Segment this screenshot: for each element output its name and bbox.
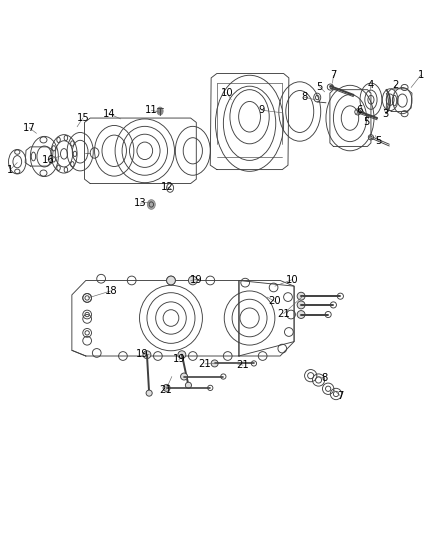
Text: 1: 1 — [417, 70, 424, 80]
Ellipse shape — [146, 390, 152, 396]
Ellipse shape — [143, 351, 151, 359]
Ellipse shape — [297, 301, 305, 309]
Text: 18: 18 — [104, 286, 117, 296]
Text: 10: 10 — [221, 88, 233, 98]
Ellipse shape — [178, 351, 186, 359]
Text: 10: 10 — [286, 274, 299, 285]
Text: 11: 11 — [145, 105, 158, 115]
Text: 5: 5 — [375, 136, 381, 146]
Text: 19: 19 — [136, 349, 149, 359]
Text: 15: 15 — [76, 113, 89, 123]
Text: 13: 13 — [134, 198, 147, 208]
Ellipse shape — [297, 292, 305, 300]
Text: 20: 20 — [268, 296, 281, 306]
Text: 14: 14 — [102, 109, 115, 119]
Ellipse shape — [157, 107, 163, 115]
Ellipse shape — [148, 200, 155, 209]
Text: 5: 5 — [316, 82, 323, 92]
Ellipse shape — [163, 384, 170, 391]
Ellipse shape — [211, 360, 218, 367]
Ellipse shape — [188, 276, 197, 285]
Text: 6: 6 — [357, 105, 363, 115]
Text: 5: 5 — [364, 117, 370, 126]
Ellipse shape — [166, 276, 175, 285]
Text: 21: 21 — [277, 309, 290, 319]
Ellipse shape — [185, 382, 191, 389]
Text: 21: 21 — [237, 360, 249, 370]
Text: 2: 2 — [392, 80, 399, 90]
Text: 12: 12 — [161, 182, 174, 192]
Text: 9: 9 — [258, 105, 265, 115]
Text: 7: 7 — [337, 391, 343, 401]
Text: 8: 8 — [321, 373, 328, 383]
Text: 19: 19 — [173, 354, 185, 365]
Text: 1: 1 — [7, 165, 14, 175]
Text: 21: 21 — [159, 385, 172, 395]
Text: 8: 8 — [301, 92, 307, 102]
Text: 4: 4 — [368, 80, 374, 90]
Ellipse shape — [180, 373, 187, 380]
Text: 16: 16 — [42, 155, 54, 165]
Text: 19: 19 — [190, 274, 203, 285]
Text: 3: 3 — [383, 109, 389, 119]
Text: 7: 7 — [330, 70, 336, 80]
Ellipse shape — [297, 311, 305, 318]
Text: 17: 17 — [23, 123, 35, 133]
Text: 21: 21 — [199, 359, 212, 369]
